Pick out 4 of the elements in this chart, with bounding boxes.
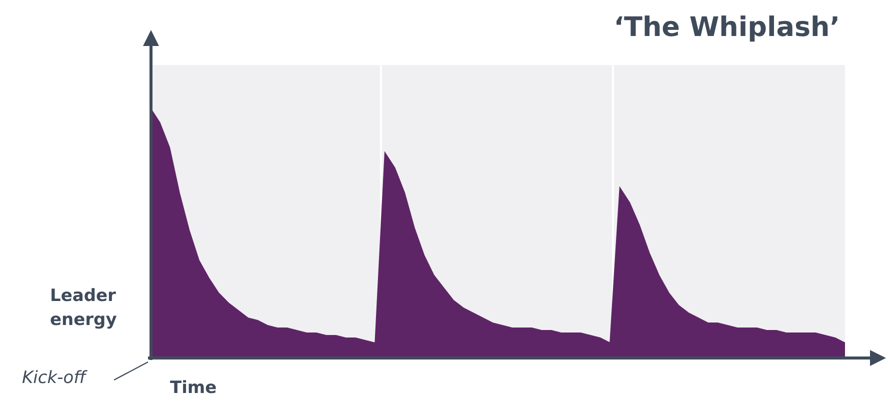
text: Kick-off <box>22 368 86 388</box>
chart-title: ‘The Whiplash’ <box>614 12 840 43</box>
y-axis-title: Leader energy <box>50 285 118 332</box>
x-axis-title: Time <box>170 378 217 398</box>
